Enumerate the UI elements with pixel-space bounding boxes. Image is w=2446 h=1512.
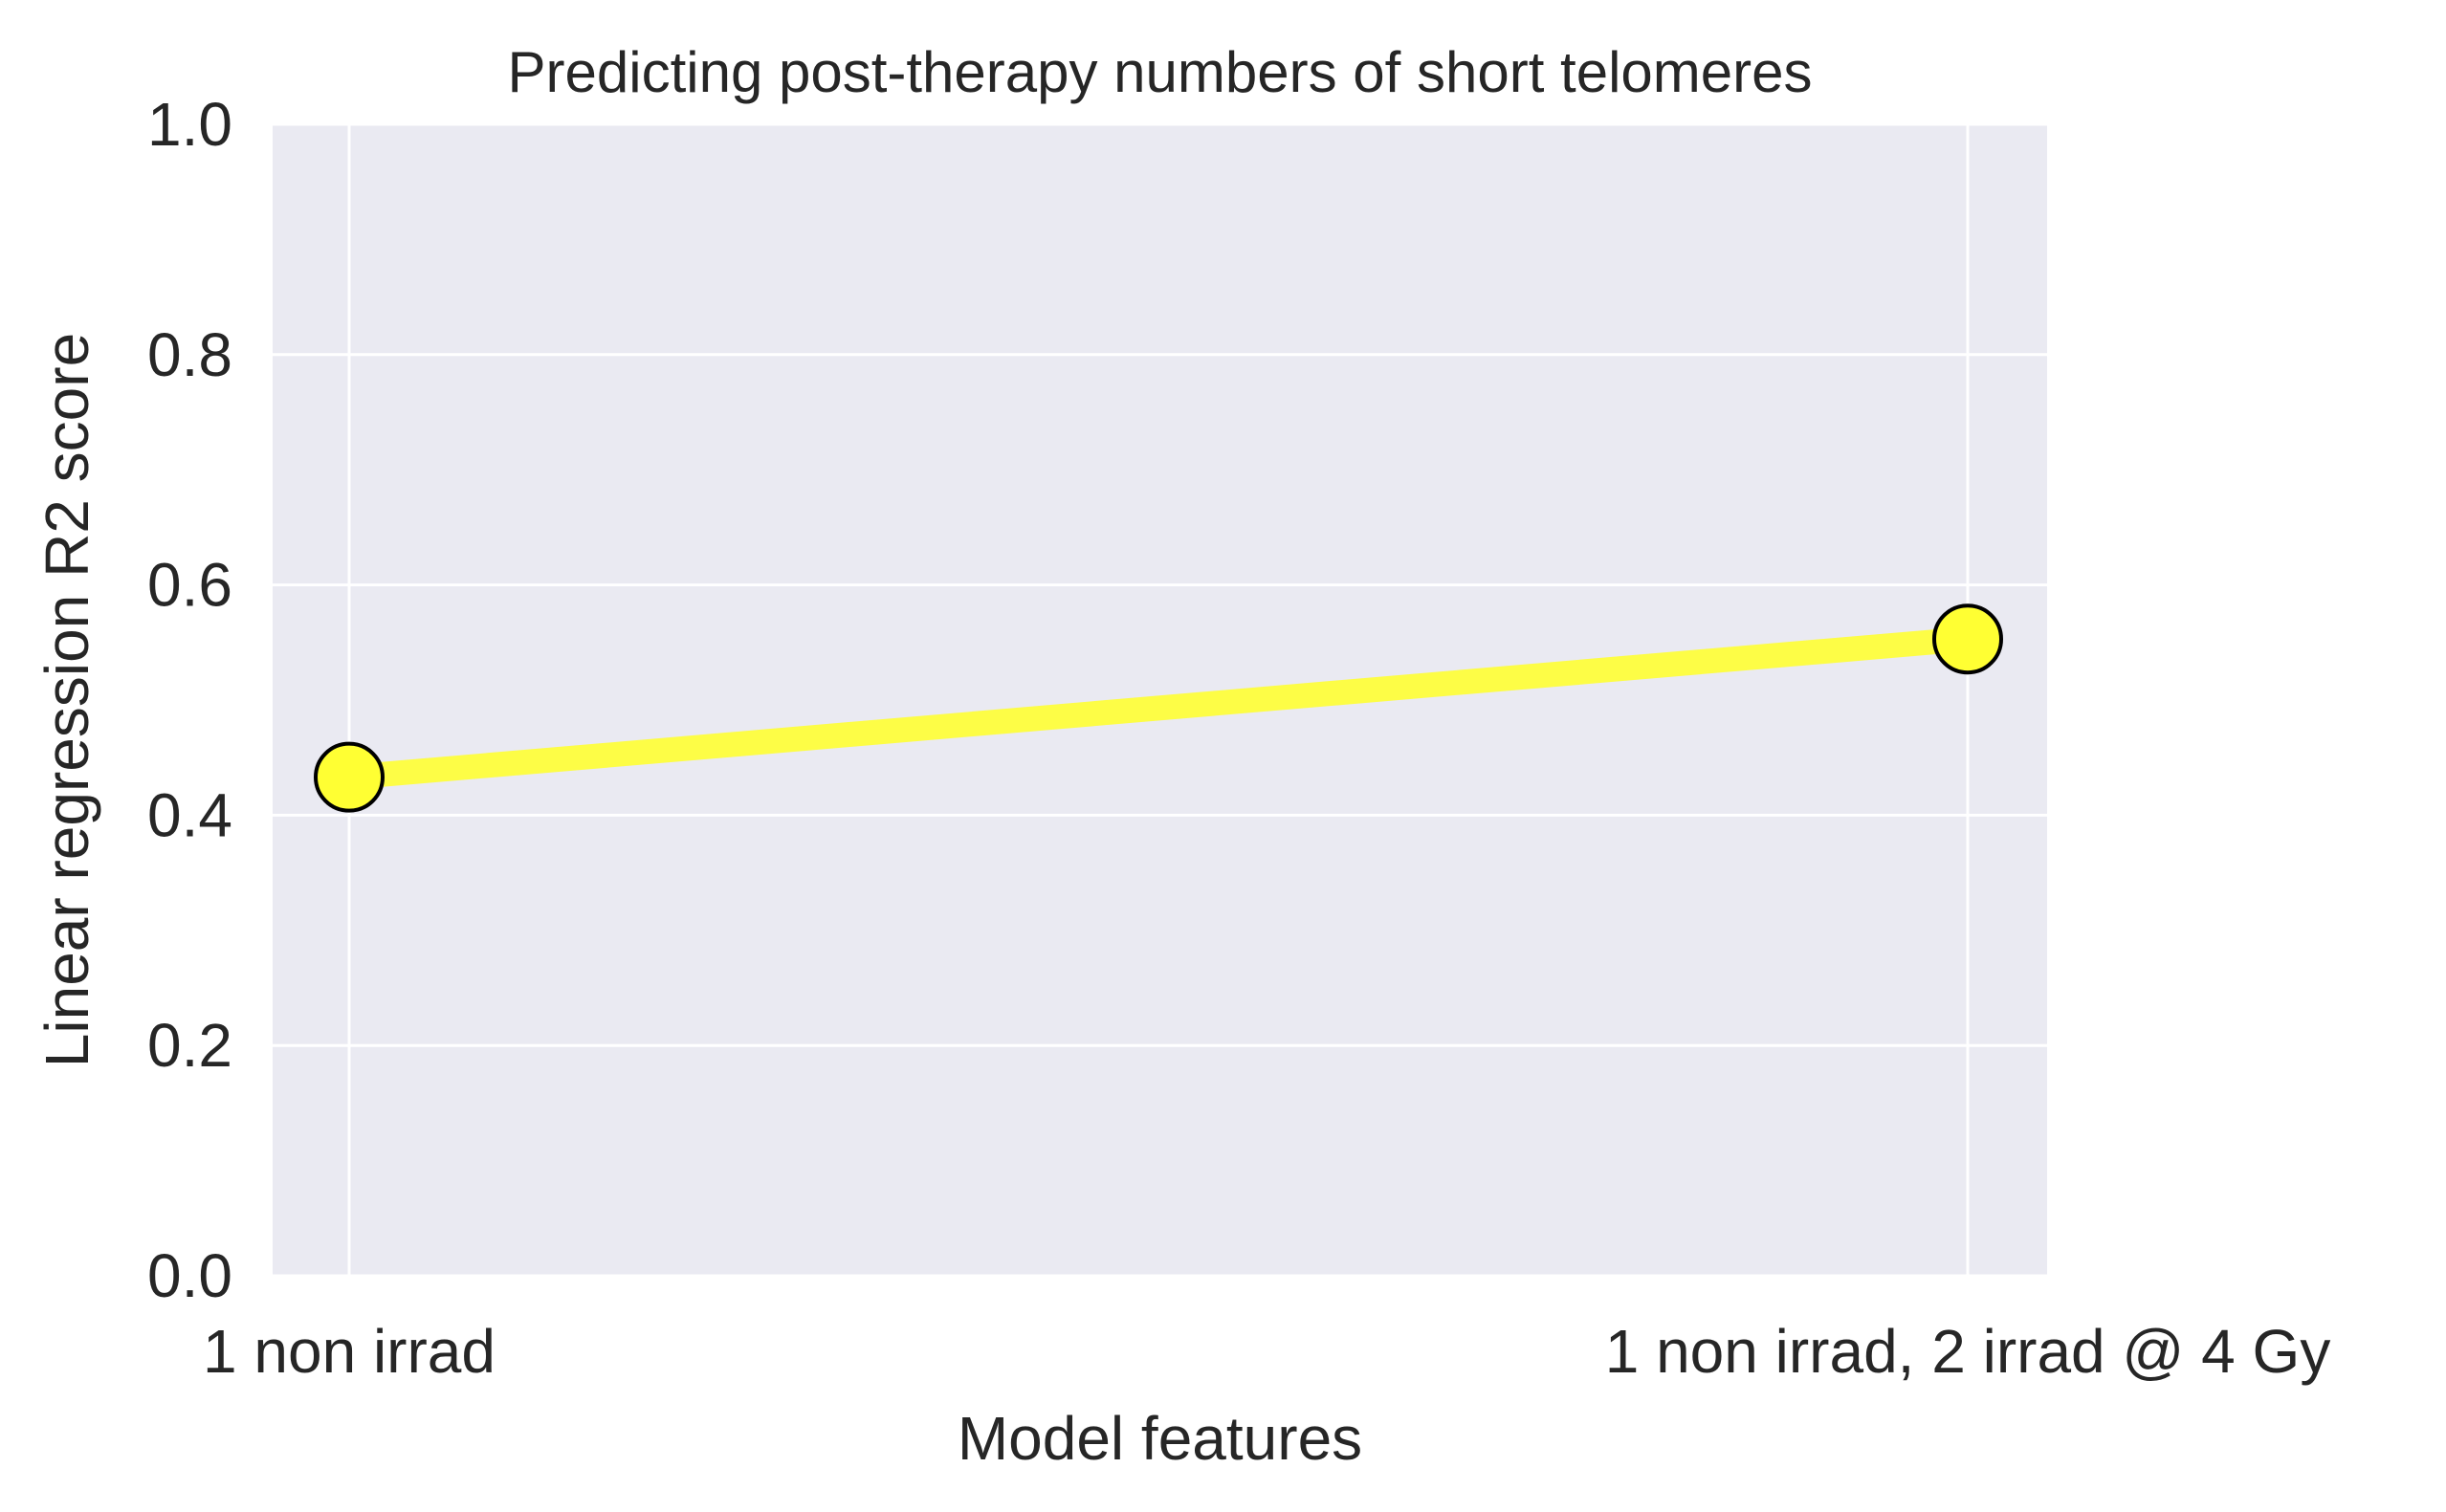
chart-title: Predicting post-therapy numbers of short… <box>508 40 1813 104</box>
y-tick-label: 0.6 <box>147 551 232 620</box>
x-tick-label: 1 non irrad <box>203 1317 496 1386</box>
y-tick-label: 0.4 <box>147 780 232 849</box>
data-point <box>1932 603 2003 675</box>
series-layer <box>314 603 2003 813</box>
y-tick-label: 0.2 <box>147 1011 232 1080</box>
y-tick-label: 0.8 <box>147 320 232 389</box>
grid-lines <box>273 122 2047 1278</box>
y-tick-label: 0.0 <box>147 1241 232 1310</box>
x-tick-label: 1 non irrad, 2 irrad @ 4 Gy <box>1605 1317 2331 1386</box>
series-line <box>347 626 1970 790</box>
y-axis-label: Linear regression R2 score <box>33 333 101 1067</box>
y-tick-labels: 0.0 0.2 0.4 0.6 0.8 1.0 <box>147 90 232 1310</box>
x-tick-labels: 1 non irrad 1 non irrad, 2 irrad @ 4 Gy <box>203 1317 2330 1386</box>
x-axis-label: Model features <box>958 1404 1362 1473</box>
data-point <box>314 741 385 813</box>
y-tick-label: 1.0 <box>147 90 232 159</box>
